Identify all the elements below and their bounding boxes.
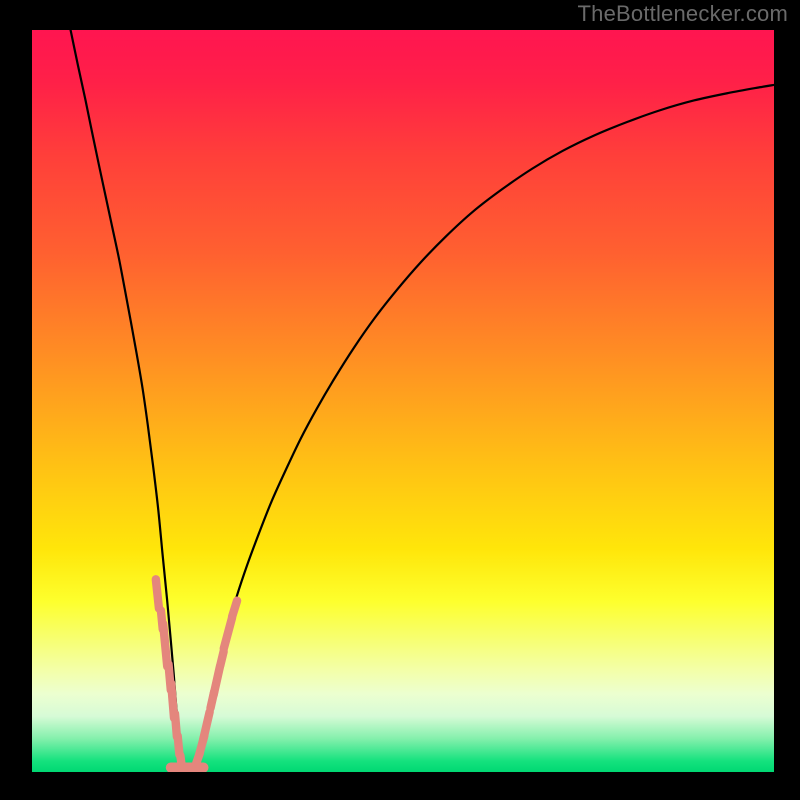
plot-svg [32, 30, 774, 772]
curve-marker [232, 601, 237, 617]
gradient-background [32, 30, 774, 772]
curve-marker [163, 624, 167, 667]
watermark-text: TheBottlenecker.com [578, 0, 788, 28]
figure-frame: TheBottlenecker.com [0, 0, 800, 800]
plot-area [32, 30, 774, 772]
curve-marker [156, 579, 159, 608]
curve-marker [220, 651, 223, 665]
